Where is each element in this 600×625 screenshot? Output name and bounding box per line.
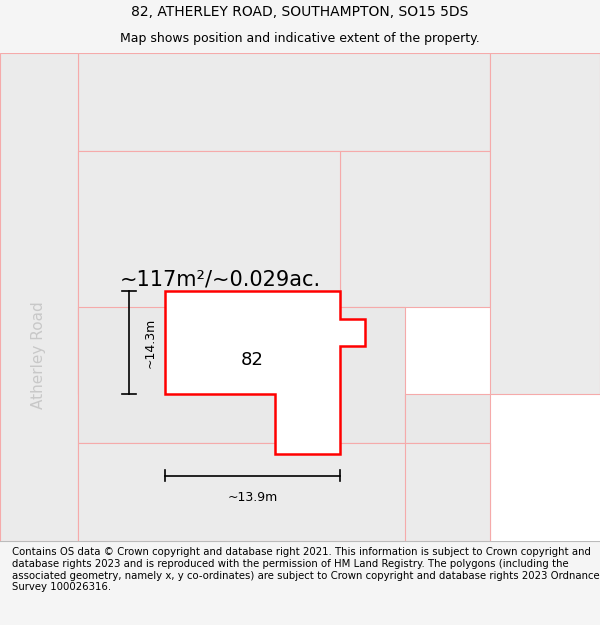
Bar bbox=[78, 307, 405, 443]
Bar bbox=[78, 443, 490, 541]
Text: Contains OS data © Crown copyright and database right 2021. This information is : Contains OS data © Crown copyright and d… bbox=[12, 548, 599, 592]
Text: 82, ATHERLEY ROAD, SOUTHAMPTON, SO15 5DS: 82, ATHERLEY ROAD, SOUTHAMPTON, SO15 5DS bbox=[131, 4, 469, 19]
Bar bbox=[405, 443, 490, 541]
Bar bbox=[490, 53, 600, 394]
Text: ~13.9m: ~13.9m bbox=[227, 491, 278, 504]
Text: Atherley Road: Atherley Road bbox=[31, 301, 47, 409]
Text: 82: 82 bbox=[241, 351, 263, 369]
Bar bbox=[0, 53, 78, 541]
Bar bbox=[340, 151, 490, 307]
Polygon shape bbox=[165, 291, 365, 454]
Bar bbox=[78, 53, 490, 151]
Text: Map shows position and indicative extent of the property.: Map shows position and indicative extent… bbox=[120, 32, 480, 45]
Text: ~117m²/~0.029ac.: ~117m²/~0.029ac. bbox=[120, 270, 321, 290]
Bar bbox=[78, 151, 340, 394]
Bar bbox=[405, 394, 490, 443]
Text: ~14.3m: ~14.3m bbox=[144, 318, 157, 368]
